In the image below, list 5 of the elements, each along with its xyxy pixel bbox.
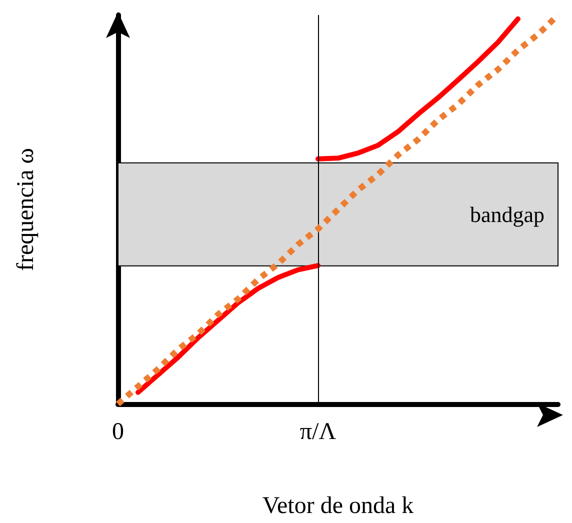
x-tick-label: 0 — [112, 419, 124, 445]
x-tick-label: π/Λ — [300, 419, 337, 445]
x-axis-title: Vetor de onda k — [262, 493, 414, 519]
y-axis-title: frequencia ω — [13, 148, 39, 272]
band-label: bandgap — [470, 202, 544, 227]
